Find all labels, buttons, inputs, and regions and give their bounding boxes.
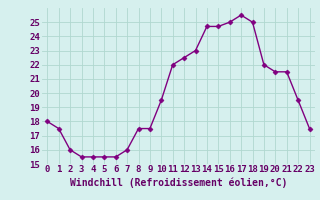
X-axis label: Windchill (Refroidissement éolien,°C): Windchill (Refroidissement éolien,°C) (70, 177, 287, 188)
